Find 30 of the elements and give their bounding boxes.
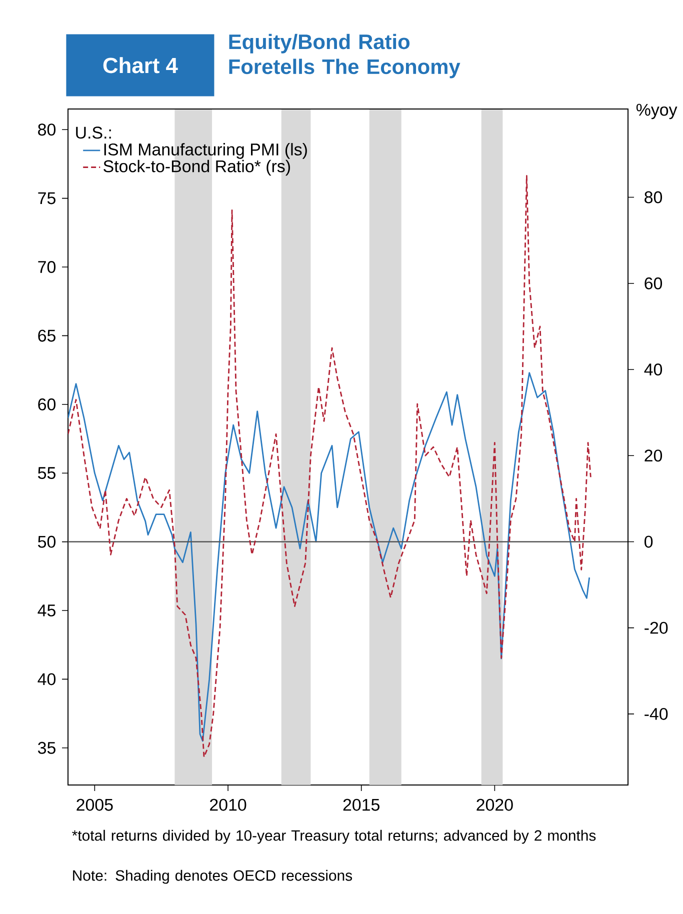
- chart-title: Equity/Bond Ratio Foretells The Economy: [229, 34, 460, 78]
- x-tick-label: 2015: [343, 798, 380, 811]
- y2-axis-title: %yoy: [636, 104, 678, 120]
- y-tick-label: 45: [38, 604, 56, 616]
- y-tick-label: 75: [38, 192, 56, 204]
- y2-tick-label: 60: [644, 277, 662, 290]
- y-tick-label: 55: [38, 467, 56, 480]
- text: Note: Shading denotes OECD recessions: [73, 870, 352, 884]
- y-tick-label: 40: [38, 673, 56, 686]
- chart-subtitle: Chart 4: [103, 57, 178, 74]
- x-tick-label: 2010: [210, 798, 246, 811]
- y-tick-label: 60: [38, 398, 56, 410]
- y2-tick-label: 0: [644, 536, 653, 548]
- y-tick-label: 80: [38, 124, 56, 136]
- y2-tick-label: -40: [644, 708, 668, 720]
- y2-tick-label: 80: [644, 191, 662, 204]
- y2-tick-label: 40: [644, 363, 662, 376]
- text: *total returns divided by 10-year Treasury total returns; advanced by 2 months: [72, 830, 596, 844]
- legend-label: ISM Manufacturing PMI (ls): [104, 143, 307, 159]
- y2-tick-label: 20: [644, 450, 662, 462]
- x-tick-label: 2005: [76, 798, 113, 811]
- legend-title: U.S.:: [76, 126, 111, 139]
- y-tick-label: 70: [38, 260, 56, 273]
- x-tick-label: 2020: [476, 798, 513, 811]
- y-tick-label: 65: [38, 330, 56, 342]
- y-tick-label: 50: [38, 536, 56, 548]
- legend-label: Stock-to-Bond Ratio* (rs): [104, 160, 290, 176]
- line-series: [68, 372, 590, 742]
- y-tick-label: 35: [38, 742, 56, 754]
- y2-tick-label: -20: [644, 622, 668, 634]
